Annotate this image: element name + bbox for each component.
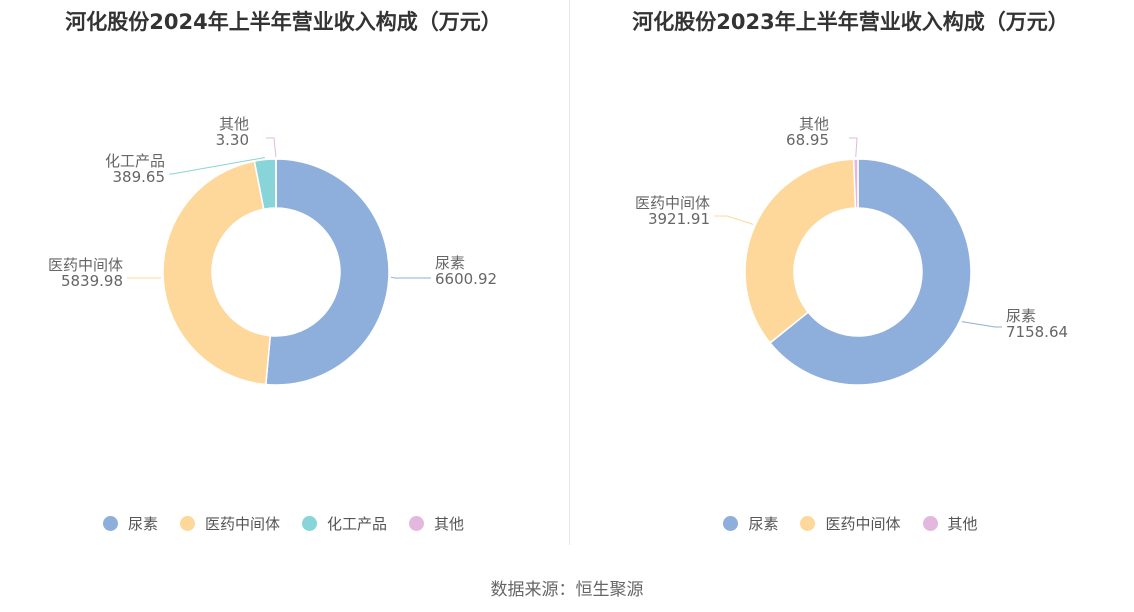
chart-title: 河化股份2023年上半年营业收入构成（万元） — [632, 10, 1069, 34]
slice-label-name: 尿素 — [435, 254, 465, 272]
legend-label: 医药中间体 — [204, 515, 280, 533]
slice-label-name: 其他 — [799, 115, 829, 133]
chart-panel-2024: 河化股份2024年上半年营业收入构成（万元） 尿素 6600.92 医药中间体 583… — [0, 0, 567, 560]
slice-label-value: 68.95 — [786, 131, 829, 149]
slice-label-name: 尿素 — [1006, 307, 1036, 325]
legend-item[interactable]: 尿素 — [723, 513, 778, 534]
leader-line-医药中间体 — [714, 215, 754, 225]
slice-label-value: 389.65 — [113, 168, 166, 186]
pie-slice-医药中间体 — [162, 160, 272, 386]
slice-label-value: 5839.98 — [61, 272, 123, 290]
slice-label-value: 3921.91 — [648, 210, 710, 228]
slice-label-name: 医药中间体 — [635, 194, 710, 212]
legend-marker — [302, 516, 317, 531]
legend-marker — [922, 516, 938, 531]
slice-label-name: 其他 — [219, 115, 249, 133]
legend-label: 尿素 — [127, 515, 158, 533]
leader-line-其他 — [266, 137, 277, 158]
slice-label-value: 6600.92 — [435, 270, 497, 288]
leader-line-尿素 — [961, 321, 1002, 328]
legend-marker — [723, 516, 739, 531]
leader-line-尿素 — [390, 276, 431, 279]
slice-label-value: 3.30 — [216, 131, 249, 149]
pie-slice-尿素 — [768, 158, 972, 386]
legend-item[interactable]: 医药中间体 — [179, 513, 280, 534]
data-source: 数据来源：恒生聚源 — [490, 580, 644, 600]
chart-panel-2023: 河化股份2023年上半年营业收入构成（万元） 尿素 7158.64 医药中间体 392… — [567, 0, 1134, 560]
chart-legend: 尿素 医药中间体 其他 — [567, 513, 1134, 534]
slice-label-value: 7158.64 — [1006, 323, 1068, 341]
legend-label: 医药中间体 — [825, 515, 901, 533]
slice-label-name: 化工产品 — [105, 152, 165, 170]
legend-item[interactable]: 医药中间体 — [800, 513, 901, 534]
legend-item[interactable]: 化工产品 — [302, 513, 387, 534]
legend-marker — [179, 516, 195, 531]
legend-item[interactable]: 尿素 — [102, 513, 158, 534]
pie-slice-尿素 — [265, 158, 390, 386]
legend-label: 化工产品 — [327, 515, 388, 533]
legend-marker — [102, 516, 118, 531]
legend-label: 其他 — [947, 515, 978, 533]
pie-slice-医药中间体 — [744, 158, 857, 344]
chart-title: 河化股份2024年上半年营业收入构成（万元） — [65, 10, 502, 34]
legend-marker — [409, 516, 425, 531]
panel-divider — [569, 0, 570, 545]
chart-legend: 尿素 医药中间体 化工产品 其他 — [0, 513, 567, 534]
leader-line-化工产品 — [169, 157, 265, 175]
legend-item[interactable]: 其他 — [409, 513, 464, 534]
legend-label: 其他 — [434, 515, 465, 533]
legend-marker — [800, 516, 816, 531]
slice-label-name: 医药中间体 — [48, 256, 123, 274]
legend-label: 尿素 — [748, 515, 779, 533]
leader-line-其他 — [849, 137, 858, 158]
legend-item[interactable]: 其他 — [922, 513, 978, 534]
pie-slice-其他 — [852, 158, 859, 209]
